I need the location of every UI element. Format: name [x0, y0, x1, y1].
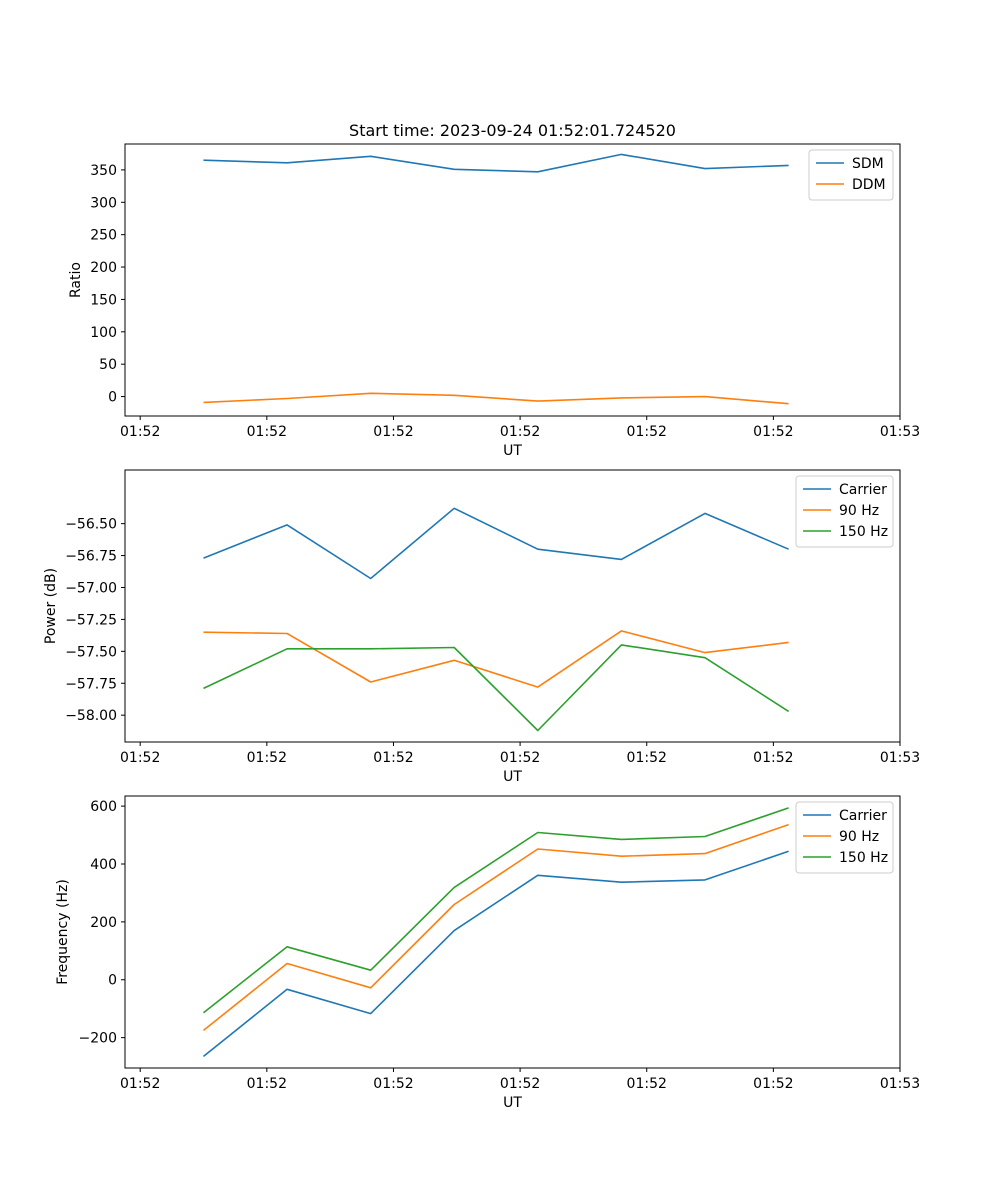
- x-tick-label: 01:53: [880, 750, 920, 766]
- series-line-carrier: [203, 507, 789, 580]
- y-tick-label: −57.50: [65, 644, 117, 660]
- x-tick-label: 01:52: [120, 750, 160, 766]
- legend-label: Carrier: [839, 482, 887, 498]
- y-axis-label: Frequency (Hz): [55, 879, 71, 985]
- legend-label: 90 Hz: [839, 829, 879, 845]
- y-tick-label: 150: [90, 292, 117, 308]
- chart-title: Start time: 2023-09-24 01:52:01.724520: [349, 121, 676, 140]
- series-line-carrier: [202, 850, 789, 1058]
- x-axis-label: UT: [503, 1095, 522, 1111]
- y-tick-label: 50: [99, 357, 117, 373]
- series-line-ddm: [203, 392, 789, 405]
- axes-frame: [124, 795, 901, 1069]
- series-line-150-hz: [203, 807, 789, 1014]
- x-tick-label: 01:52: [500, 750, 540, 766]
- axes-frame: [124, 143, 901, 417]
- x-tick-label: 01:52: [627, 1076, 667, 1092]
- x-tick-label: 01:52: [373, 1076, 413, 1092]
- y-tick-label: 200: [90, 260, 117, 276]
- series-line-90-hz: [203, 630, 789, 688]
- x-tick-label: 01:52: [753, 750, 793, 766]
- y-tick-label: −56.50: [65, 517, 117, 533]
- x-tick-label: 01:53: [880, 1076, 920, 1092]
- y-tick-label: −58.00: [65, 708, 117, 724]
- x-tick-label: 01:52: [500, 1076, 540, 1092]
- chart-panel-2: 01:52 01:52 01:52 01:52 01:52 01:52 01:53 −58.0…: [43, 469, 920, 785]
- y-tick-label: 0: [108, 390, 117, 406]
- legend-label: 90 Hz: [839, 503, 879, 519]
- x-axis-label: UT: [503, 769, 522, 785]
- y-tick-label: −200: [79, 1031, 117, 1047]
- y-tick-label: −57.25: [65, 612, 117, 628]
- x-tick-label: 01:52: [500, 424, 540, 440]
- x-tick-label: 01:52: [120, 424, 160, 440]
- y-tick-label: −57.00: [65, 580, 117, 596]
- y-tick-label: 100: [90, 325, 117, 341]
- series-line-90-hz: [203, 823, 789, 1032]
- y-tick-label: −56.75: [65, 549, 117, 565]
- x-tick-label: 01:52: [247, 424, 287, 440]
- series-line-sdm: [203, 153, 789, 173]
- x-tick-label: 01:52: [373, 424, 413, 440]
- chart-panel-3: 01:52 01:52 01:52 01:52 01:52 01:52 01:53 −200 0…: [55, 795, 920, 1111]
- legend-label: 150 Hz: [839, 524, 888, 540]
- y-tick-label: 400: [90, 857, 117, 873]
- y-tick-label: 350: [90, 163, 117, 179]
- legend: [795, 801, 894, 874]
- y-axis-label: Power (dB): [43, 568, 59, 644]
- x-tick-label: 01:52: [753, 424, 793, 440]
- legend: [795, 475, 894, 548]
- x-tick-label: 01:52: [627, 750, 667, 766]
- x-tick-label: 01:52: [247, 1076, 287, 1092]
- y-tick-label: 200: [90, 915, 117, 931]
- legend-label: 150 Hz: [839, 850, 888, 866]
- x-tick-label: 01:53: [880, 424, 920, 440]
- x-axis-label: UT: [503, 443, 522, 459]
- y-tick-label: 0: [108, 973, 117, 989]
- y-tick-label: −57.75: [65, 676, 117, 692]
- y-tick-label: 600: [90, 799, 117, 815]
- x-tick-label: 01:52: [373, 750, 413, 766]
- legend-label: SDM: [852, 156, 884, 172]
- x-tick-label: 01:52: [247, 750, 287, 766]
- axes-frame: [124, 469, 901, 743]
- y-tick-label: 300: [90, 195, 117, 211]
- y-axis-label: Ratio: [68, 262, 84, 298]
- x-tick-label: 01:52: [120, 1076, 160, 1092]
- y-tick-label: 250: [90, 228, 117, 244]
- legend-label: Carrier: [839, 808, 887, 824]
- legend-label: DDM: [852, 177, 886, 193]
- chart-panel-1: 01:52 01:52 01:52 01:52 01:52 01:52 01:53 0 50 10…: [68, 121, 920, 459]
- series-line-150-hz: [203, 644, 790, 732]
- x-tick-label: 01:52: [753, 1076, 793, 1092]
- x-tick-label: 01:52: [627, 424, 667, 440]
